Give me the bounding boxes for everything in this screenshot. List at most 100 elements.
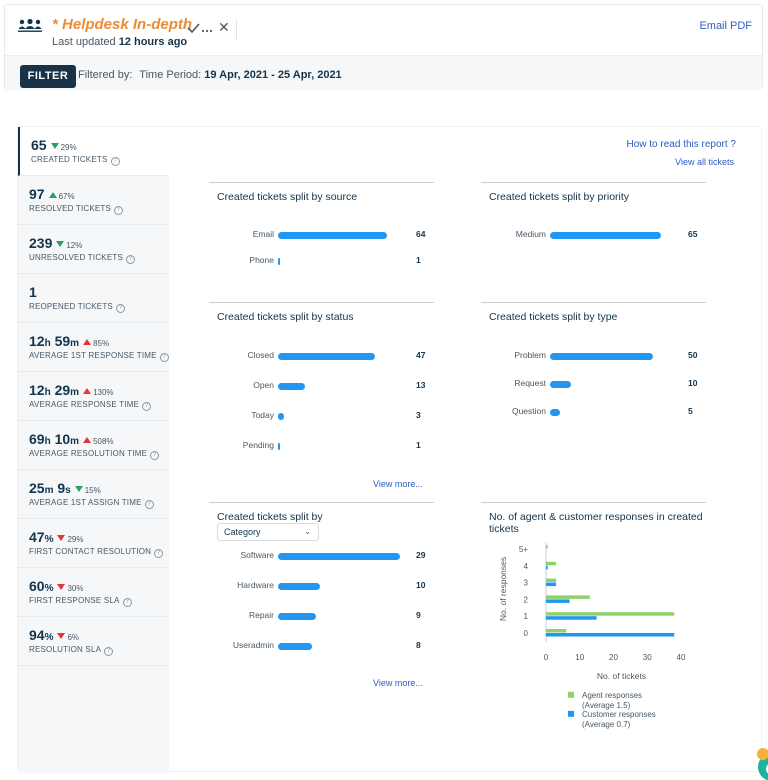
y-tick-label: 2 [524,595,529,604]
how-to-read-link[interactable]: How to read this report ? [626,139,737,150]
metric-value: 69h 10m 508% [29,431,114,447]
bar-value: 3 [416,410,421,420]
email-pdf-link[interactable]: Email PDF [699,20,752,32]
metric-card[interactable]: 47% 29% FIRST CONTACT RESOLUTION? [18,519,169,568]
metric-card[interactable]: 60% 30% FIRST RESPONSE SLA? [18,568,169,617]
legend-swatch [568,691,574,698]
save-check-icon[interactable] [187,21,213,35]
bar-label: Email [252,229,274,239]
bar-agent [546,561,557,566]
metric-value: 60% 30% [29,578,84,594]
bar-row[interactable]: Open 13 [209,380,434,392]
panel-split-by-status: Created tickets split by status View mor… [209,302,434,497]
bar-label: Useradmin [232,640,274,650]
bar-label: Medium [515,229,546,239]
filtered-by-label: Filtered by: [78,69,133,81]
bar-row[interactable]: Useradmin 8 [209,640,434,652]
bar-row[interactable]: Phone 1 [209,255,434,267]
bar-row[interactable]: Question 5 [481,406,706,418]
help-icon[interactable]: ? [114,206,124,215]
y-tick-label: 0 [524,629,529,638]
bar [278,613,316,620]
help-icon[interactable]: ? [126,255,135,264]
bar-row[interactable]: Repair 9 [209,610,434,622]
trend-down-icon [57,633,66,639]
bar-row[interactable]: Today 3 [209,410,434,422]
metric-card[interactable]: 25m 9s 15% AVERAGE 1ST ASSIGN TIME? [18,470,169,519]
y-tick-label: 1 [524,612,529,621]
report-title[interactable]: * Helpdesk In-depth [52,16,192,33]
metric-label: AVERAGE RESPONSE TIME? [29,400,152,411]
bar [550,353,654,360]
metric-card[interactable]: 12h 29m 130% AVERAGE RESPONSE TIME? [18,372,169,421]
bar-customer [546,616,597,620]
bar [278,258,280,265]
chat-widget-icon[interactable] [752,745,768,780]
help-icon[interactable]: ? [104,647,114,656]
bar-agent [546,612,675,616]
bar-row[interactable]: Medium 65 [481,229,706,241]
help-icon[interactable]: ? [159,353,169,362]
metric-card[interactable]: 1 REOPENED TICKETS? [18,274,169,323]
metric-label: CREATED TICKETS? [31,155,120,166]
bar [550,409,561,416]
bar-row[interactable]: Hardware 10 [209,580,434,592]
bar-row[interactable]: Problem 50 [481,350,706,362]
bar-row[interactable]: Software 29 [209,550,434,562]
bar-label: Problem [514,350,546,360]
metric-card[interactable]: 94% 6% RESOLUTION SLA? [18,617,169,666]
y-tick-label: 4 [524,562,529,571]
metric-card[interactable]: 239 12% UNRESOLVED TICKETS? [18,225,169,274]
metric-delta: 29% [57,535,84,544]
y-axis-label: No. of responses [498,557,508,621]
metric-value: 47% 29% [29,529,84,545]
filter-button[interactable]: FILTER [20,65,76,88]
y-tick-label: 5+ [519,545,528,554]
help-icon[interactable]: ? [142,402,152,411]
metric-delta: 15% [74,486,101,495]
trend-up-icon [83,437,92,443]
bar [278,383,305,390]
help-icon[interactable]: ? [150,451,160,460]
close-icon[interactable]: ✕ [218,19,230,35]
bar-row[interactable]: Request 10 [481,378,706,390]
bar-row[interactable]: Closed 47 [209,350,434,362]
metric-label: REOPENED TICKETS? [29,302,125,313]
metric-card[interactable]: 65 29% CREATED TICKETS? [18,127,169,176]
metric-card[interactable]: 12h 59m 85% AVERAGE 1ST RESPONSE TIME? [18,323,169,372]
report-header: * Helpdesk In-depth Last updated 12 hour… [4,4,763,90]
bar [278,583,321,590]
bar [550,232,661,239]
help-icon[interactable]: ? [154,549,164,558]
filter-bar: FILTER Filtered by: Time Period: 19 Apr,… [5,55,762,90]
bar-customer [546,599,570,603]
bar-label: Repair [248,610,274,620]
view-all-tickets-link[interactable]: View all tickets [675,157,734,167]
report-body: 65 29% CREATED TICKETS? 97 67% RESOLVED TICKE… [17,126,762,773]
help-icon[interactable]: ? [110,157,120,166]
bar-row[interactable]: Pending 1 [209,440,434,452]
split-by-select[interactable]: Category ⌄ [217,523,319,541]
x-tick-label: 10 [575,653,584,662]
metric-value: 94% 6% [29,627,80,643]
metric-card[interactable]: 69h 10m 508% AVERAGE RESOLUTION TIME? [18,421,169,470]
x-tick-label: 40 [677,653,686,662]
bar-customer [546,582,557,587]
bar-agent [546,578,557,583]
metric-label: RESOLVED TICKETS? [29,204,124,215]
view-more-link[interactable]: View more... [373,479,423,489]
metric-delta: 508% [83,437,114,446]
view-more-link[interactable]: View more... [373,678,423,688]
bar-label: Phone [249,255,274,265]
bar [278,443,281,450]
metric-card[interactable]: 97 67% RESOLVED TICKETS? [18,176,169,225]
metric-value: 12h 59m 85% [29,333,110,349]
bar-row[interactable]: Email 64 [209,229,434,241]
trend-down-icon [56,241,65,247]
help-icon[interactable]: ? [122,598,132,607]
bar-label: Today [251,410,274,420]
help-icon[interactable]: ? [144,500,154,509]
panel-title: No. of agent & customer responses in cre… [489,511,703,535]
help-icon[interactable]: ? [115,304,125,313]
metric-delta: 67% [48,192,75,201]
